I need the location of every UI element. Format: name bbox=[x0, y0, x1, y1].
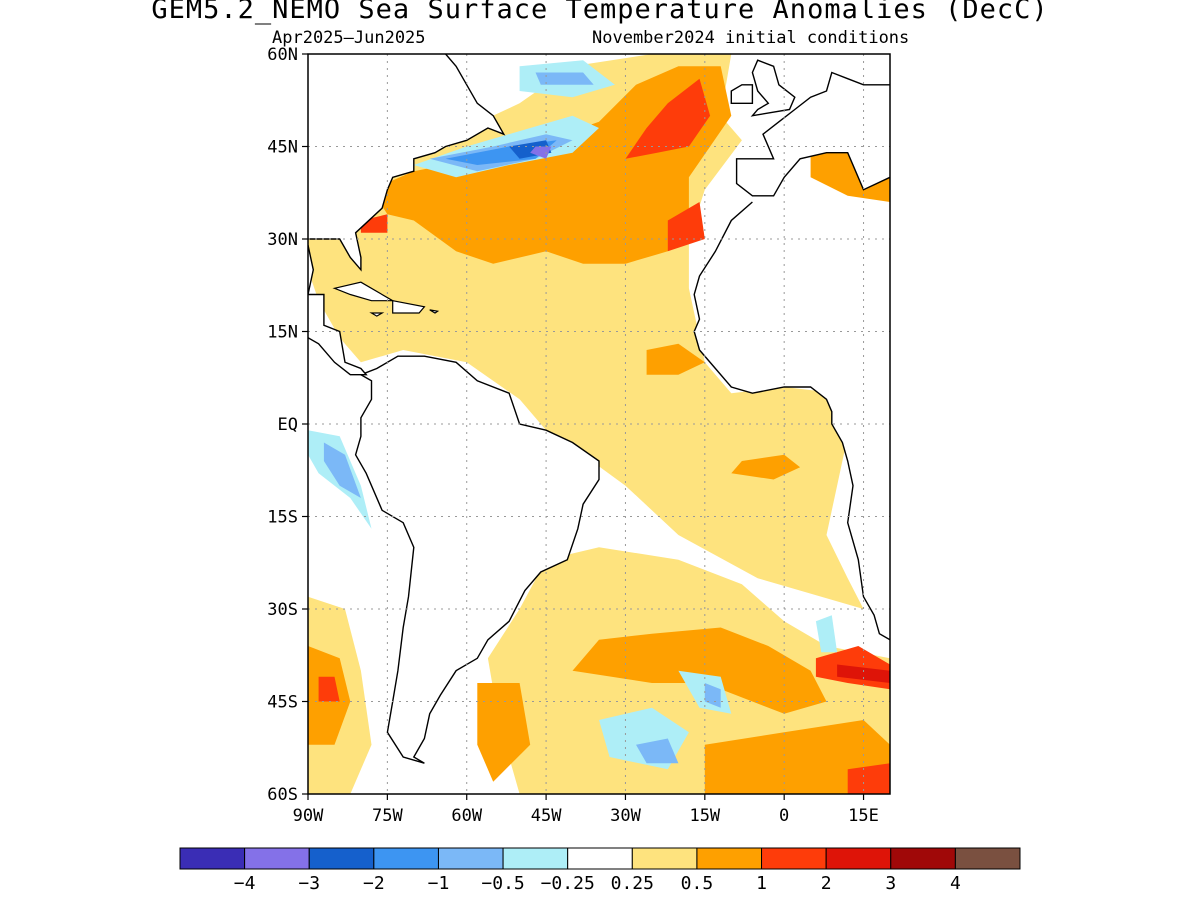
colorbar-label-3: −1 bbox=[428, 873, 450, 894]
south-america-land bbox=[354, 355, 600, 764]
caribbean-island-0 bbox=[332, 281, 395, 302]
caribbean-island-3 bbox=[429, 309, 440, 314]
colorbar-swatch-7 bbox=[631, 847, 698, 870]
anomaly-region-18 bbox=[837, 664, 890, 683]
lon-tick-label-4: 30W bbox=[610, 806, 641, 826]
colorbar-swatch-6 bbox=[567, 847, 633, 870]
europe-coast bbox=[735, 71, 890, 197]
graticule bbox=[308, 54, 890, 794]
colorbar-swatch-11 bbox=[890, 847, 956, 870]
anomaly-region-7 bbox=[731, 454, 801, 480]
north-america-coast bbox=[308, 54, 506, 272]
lon-tick-label-6: 0 bbox=[779, 806, 789, 826]
anomaly-region-9 bbox=[477, 683, 531, 782]
great-britain-land bbox=[750, 59, 796, 117]
africa-land bbox=[694, 202, 890, 640]
lon-tick-label-7: 15E bbox=[848, 806, 879, 826]
forecast-period: Apr2025–Jun2025 bbox=[272, 28, 426, 48]
anomaly-region-17 bbox=[847, 763, 890, 794]
colorbar-swatch-10 bbox=[825, 847, 892, 870]
colorbar-label-11: 4 bbox=[950, 873, 961, 894]
colorbar-label-4: −0.5 bbox=[481, 873, 524, 894]
lat-tick-label-4: EQ bbox=[278, 415, 298, 435]
colorbar-label-8: 1 bbox=[756, 873, 767, 894]
lat-tick-label-5: 15S bbox=[267, 508, 298, 528]
ireland-land bbox=[730, 84, 754, 104]
caribbean-island-2 bbox=[369, 312, 385, 317]
colorbar-label-10: 3 bbox=[885, 873, 896, 894]
colorbar-swatch-8 bbox=[696, 847, 763, 870]
colorbar-label-2: −2 bbox=[363, 873, 385, 894]
colorbar-label-9: 2 bbox=[821, 873, 832, 894]
lon-tick-label-1: 75W bbox=[372, 806, 403, 826]
anomaly-region-27 bbox=[323, 442, 361, 498]
land-masses bbox=[308, 54, 890, 764]
initial-conditions-label: November2024 initial conditions bbox=[592, 28, 910, 48]
anomaly-region-25 bbox=[535, 72, 594, 85]
colorbar-swatch-5 bbox=[502, 847, 569, 870]
lat-tick-label-7: 45S bbox=[267, 693, 298, 713]
lat-tick-label-6: 30S bbox=[267, 600, 298, 620]
anomaly-region-6 bbox=[704, 720, 890, 794]
colorbar-swatch-12 bbox=[954, 847, 1021, 870]
colorbar-swatch-1 bbox=[244, 847, 310, 870]
lon-tick-label-5: 15W bbox=[689, 806, 720, 826]
anomaly-region-13 bbox=[667, 202, 705, 252]
map-title: GEM5.2_NEMO Sea Surface Temperature Anom… bbox=[151, 0, 1049, 25]
lat-tick-label-1: 45N bbox=[267, 138, 298, 158]
colorbar-swatch-3 bbox=[373, 847, 439, 870]
lon-tick-label-2: 60W bbox=[451, 806, 482, 826]
anomaly-region-1 bbox=[371, 66, 732, 264]
africa-coast bbox=[693, 201, 890, 641]
lon-tick-label-0: 90W bbox=[293, 806, 324, 826]
anomaly-region-5 bbox=[572, 627, 827, 714]
colorbar-label-0: −4 bbox=[234, 873, 256, 894]
colorbar-swatch-2 bbox=[308, 847, 375, 870]
colorbar-label-1: −3 bbox=[298, 873, 320, 894]
anomaly-region-32 bbox=[815, 615, 838, 653]
anomaly-region-16 bbox=[360, 214, 388, 233]
anomaly-region-8 bbox=[646, 343, 705, 375]
north-america-land bbox=[308, 54, 504, 270]
axis-ticks: 90W 75W 60W 45W 30W 15W 0 15E 60N 45N 30N 15N EQ 15S 3… bbox=[267, 45, 879, 826]
anomaly-region-12 bbox=[625, 78, 711, 159]
colorbar: −4 −3 −2 −1 −0.5 −0.25 0.25 0.5 1 2 3 4 bbox=[179, 847, 1021, 894]
central-america-coast bbox=[308, 245, 368, 376]
anomaly-region-29 bbox=[636, 738, 679, 764]
colorbar-label-6: 0.25 bbox=[611, 873, 654, 894]
anomaly-region-15 bbox=[318, 676, 340, 702]
lat-tick-label-0: 60N bbox=[267, 45, 298, 65]
colorbar-label-7: 0.5 bbox=[681, 873, 714, 894]
colorbar-swatch-0 bbox=[179, 847, 246, 870]
colorbar-swatch-9 bbox=[761, 847, 827, 870]
lat-tick-label-8: 60S bbox=[267, 785, 298, 805]
caribbean-island-1 bbox=[392, 299, 426, 314]
lon-tick-label-3: 45W bbox=[531, 806, 562, 826]
central-america-land bbox=[308, 245, 367, 375]
lat-tick-label-3: 15N bbox=[267, 323, 298, 343]
anomaly-region-23 bbox=[530, 146, 552, 159]
lat-tick-label-2: 30N bbox=[267, 230, 298, 250]
colorbar-label-5: −0.25 bbox=[541, 873, 595, 894]
colorbar-swatch-4 bbox=[437, 847, 504, 870]
